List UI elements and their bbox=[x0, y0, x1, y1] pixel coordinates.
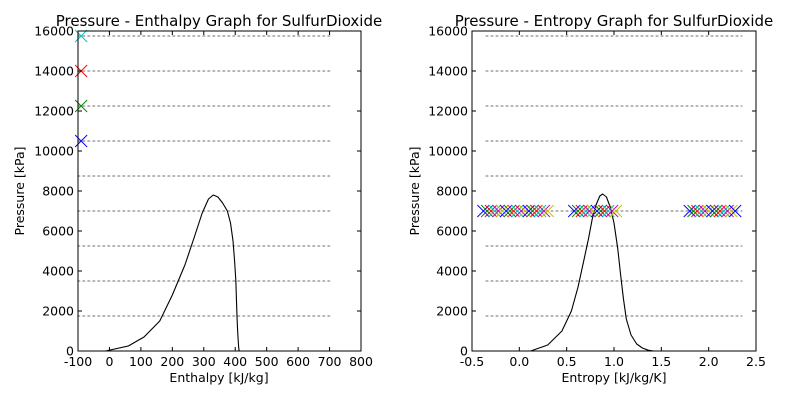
entropy-x-marker bbox=[605, 204, 619, 218]
entropy-x-marker-stroke bbox=[605, 204, 619, 218]
enthalpy-x-marker bbox=[74, 134, 88, 148]
entropy-y-tick-label: 4000 bbox=[436, 264, 468, 279]
entropy-y-tick-label: 6000 bbox=[436, 224, 468, 239]
enthalpy-x-tick-label: 400 bbox=[223, 354, 247, 369]
enthalpy-x-tick-label: -100 bbox=[64, 354, 92, 369]
enthalpy-x-tick-label: 700 bbox=[318, 354, 342, 369]
entropy-y-tick-label: 8000 bbox=[436, 184, 468, 199]
enthalpy-y-tick-label: 14000 bbox=[34, 64, 74, 79]
enthalpy-x-marker bbox=[74, 99, 88, 113]
entropy-saturation-dome-line bbox=[530, 193, 654, 352]
enthalpy-x-tick-label: 600 bbox=[286, 354, 310, 369]
entropy-x-marker bbox=[537, 204, 551, 218]
enthalpy-x-tick-label: 800 bbox=[349, 354, 373, 369]
entropy-y-tick-label: 16000 bbox=[428, 24, 468, 39]
entropy-x-marker-stroke bbox=[541, 204, 555, 218]
enthalpy-chart-ylabel: Pressure [kPa] bbox=[12, 147, 27, 236]
entropy-x-marker bbox=[728, 204, 742, 218]
enthalpy-y-tick-label: 4000 bbox=[42, 264, 74, 279]
entropy-x-tick-label: 0.5 bbox=[557, 354, 577, 369]
entropy-y-tick-label: 14000 bbox=[428, 64, 468, 79]
enthalpy-saturation-dome-line bbox=[105, 194, 240, 352]
entropy-x-marker-stroke bbox=[609, 204, 623, 218]
enthalpy-chart-title: Pressure - Enthalpy Graph for SulfurDiox… bbox=[56, 12, 382, 30]
enthalpy-y-tick-label: 12000 bbox=[34, 104, 74, 119]
enthalpy-x-tick-label: 500 bbox=[255, 354, 279, 369]
enthalpy-y-tick-label: 0 bbox=[66, 344, 74, 359]
enthalpy-x-marker-stroke bbox=[74, 29, 88, 43]
entropy-y-tick-label: 0 bbox=[460, 344, 468, 359]
enthalpy-y-tick-label: 10000 bbox=[34, 144, 74, 159]
enthalpy-x-tick-label: 100 bbox=[129, 354, 153, 369]
entropy-x-tick-label: 1.5 bbox=[651, 354, 671, 369]
enthalpy-chart: Pressure - Enthalpy Graph for SulfurDiox… bbox=[12, 12, 382, 385]
entropy-x-marker bbox=[609, 204, 623, 218]
entropy-x-tick-label: 2.5 bbox=[746, 354, 766, 369]
entropy-x-marker bbox=[725, 204, 738, 218]
enthalpy-x-marker-stroke bbox=[74, 134, 88, 148]
entropy-chart-xlabel: Entropy [kJ/kg/K] bbox=[561, 370, 666, 385]
entropy-x-marker-stroke bbox=[537, 204, 551, 218]
entropy-x-marker bbox=[541, 204, 555, 218]
enthalpy-y-tick-label: 8000 bbox=[42, 184, 74, 199]
entropy-x-tick-label: -0.5 bbox=[460, 354, 484, 369]
entropy-y-tick-label: 12000 bbox=[428, 104, 468, 119]
enthalpy-chart-xlabel: Enthalpy [kJ/kg] bbox=[169, 370, 268, 385]
entropy-x-marker-stroke bbox=[725, 204, 738, 218]
entropy-chart: Pressure - Entropy Graph for SulfurDioxi… bbox=[407, 12, 773, 385]
enthalpy-y-tick-label: 6000 bbox=[42, 224, 74, 239]
enthalpy-y-tick-label: 2000 bbox=[42, 304, 74, 319]
entropy-y-tick-label: 2000 bbox=[436, 304, 468, 319]
entropy-x-marker-stroke bbox=[728, 204, 742, 218]
entropy-y-tick-label: 10000 bbox=[428, 144, 468, 159]
enthalpy-x-tick-label: 200 bbox=[160, 354, 184, 369]
entropy-chart-ylabel: Pressure [kPa] bbox=[407, 147, 422, 236]
entropy-x-tick-label: 1.0 bbox=[604, 354, 624, 369]
enthalpy-x-tick-label: 0 bbox=[105, 354, 113, 369]
enthalpy-y-tick-label: 16000 bbox=[34, 24, 74, 39]
enthalpy-x-marker bbox=[74, 29, 88, 43]
enthalpy-x-tick-label: 300 bbox=[192, 354, 216, 369]
entropy-chart-title: Pressure - Entropy Graph for SulfurDioxi… bbox=[455, 12, 774, 30]
entropy-x-tick-label: 2.0 bbox=[699, 354, 719, 369]
entropy-x-tick-label: 0.0 bbox=[509, 354, 529, 369]
enthalpy-x-marker-stroke bbox=[74, 99, 88, 113]
